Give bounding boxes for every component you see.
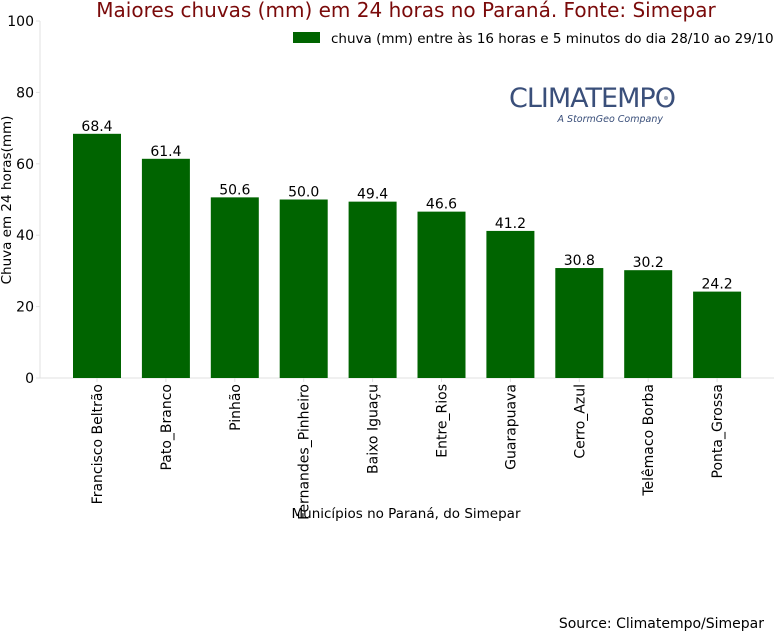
y-tick-label: 40	[16, 228, 34, 244]
x-axis-label: Municípios no Paraná, do Simepar	[291, 506, 520, 522]
logo-tagline: A StormGeo Company	[557, 114, 664, 125]
y-axis-ticks: 0 20 40 60 80 100	[7, 14, 40, 387]
bar-value-label: 61.4	[150, 144, 181, 160]
bar-value-label: 68.4	[81, 119, 112, 135]
y-tick-label: 100	[7, 14, 34, 30]
bar	[417, 211, 466, 378]
bar-value-label: 30.8	[564, 253, 595, 269]
bar-value-label: 50.0	[288, 185, 319, 201]
legend-label: chuva (mm) entre às 16 horas e 5 minutos…	[331, 31, 774, 47]
logo-wordmark: CLIMATEMPO	[509, 83, 675, 114]
bar-value-label: 49.4	[357, 187, 388, 203]
bar-value-label: 50.6	[219, 182, 250, 198]
x-tick-label: Baixo Iguaçu	[366, 384, 382, 474]
x-tick-label: Fernandes_Pinheiro	[297, 384, 313, 520]
y-tick-label: 20	[16, 300, 34, 316]
y-tick-label: 60	[16, 157, 34, 173]
bar	[555, 268, 604, 378]
chart-title: Maiores chuvas (mm) em 24 horas no Paran…	[96, 0, 716, 22]
plot-area: 0 20 40 60 80 100 68.4 61.4 50.6 50.0 49.4 46.6 41.…	[7, 14, 774, 520]
x-tick-label: Ponta_Grossa	[710, 384, 726, 478]
bar-value-label: 41.2	[495, 216, 526, 232]
logo-dot	[664, 96, 668, 100]
x-tick-label: Entre_Rios	[435, 384, 451, 458]
bar	[73, 133, 121, 378]
bar-value-label: 30.2	[633, 255, 664, 271]
bar-value-label: 46.6	[426, 197, 457, 213]
climatempo-logo: CLIMATEMPO A StormGeo Company	[509, 83, 676, 125]
bar	[624, 270, 673, 378]
x-tick-label: Pinhão	[228, 384, 244, 431]
value-labels: 68.4 61.4 50.6 50.0 49.4 46.6 41.2 30.8 30.2 24.2	[81, 119, 732, 293]
bar	[141, 158, 190, 378]
source-note: Source: Climatempo/Simepar	[559, 616, 764, 632]
bar	[210, 197, 259, 378]
legend-swatch	[293, 32, 320, 43]
bar	[693, 291, 742, 378]
y-tick-label: 0	[25, 371, 34, 387]
bars	[73, 133, 742, 378]
bar	[348, 201, 397, 378]
bar	[279, 199, 328, 378]
bar	[486, 230, 535, 378]
x-tick-label: Telêmaco Borba	[641, 384, 657, 497]
y-tick-label: 80	[16, 85, 34, 101]
y-axis-label: Chuva em 24 horas(mm)	[0, 116, 15, 285]
x-tick-label: Guarapuava	[503, 384, 519, 470]
bar-value-label: 24.2	[702, 277, 733, 293]
x-tick-label: Francisco Beltrão	[90, 384, 106, 504]
x-tick-label: Cerro_Azul	[572, 384, 588, 459]
legend: chuva (mm) entre às 16 horas e 5 minutos…	[293, 31, 774, 47]
x-tick-label: Pato_Branco	[159, 384, 175, 471]
x-axis-ticks: Francisco Beltrão Pato_Branco Pinhão Fernan…	[90, 378, 726, 520]
